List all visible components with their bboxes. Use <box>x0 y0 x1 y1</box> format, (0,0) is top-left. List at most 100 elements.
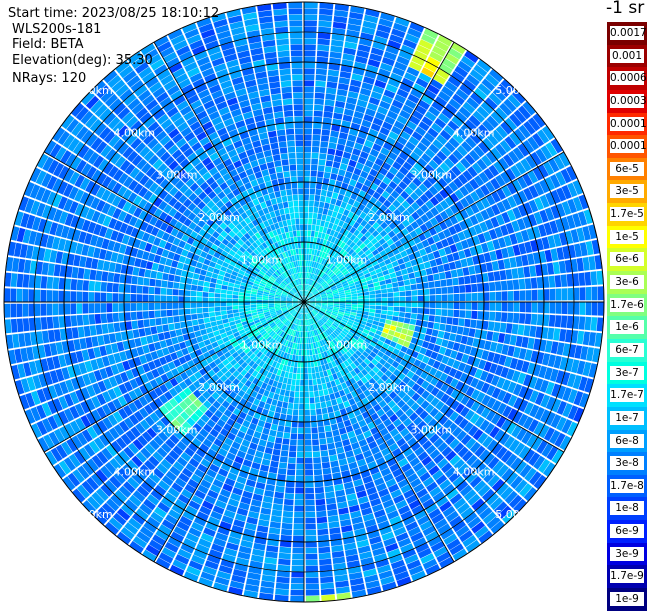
data-cell <box>285 493 294 499</box>
data-cell <box>293 410 299 416</box>
data-cell <box>193 325 200 331</box>
data-cell <box>287 409 293 415</box>
data-cell <box>336 144 344 151</box>
data-cell <box>317 171 324 177</box>
data-cell <box>305 398 310 404</box>
data-cell <box>314 231 318 237</box>
data-cell <box>292 566 304 572</box>
data-cell <box>555 275 562 287</box>
data-cell <box>191 308 197 314</box>
data-cell <box>296 470 304 476</box>
data-cell <box>304 62 315 68</box>
data-cell <box>277 425 284 432</box>
data-cell <box>492 332 499 342</box>
data-cell <box>340 304 346 306</box>
data-cell <box>410 278 417 284</box>
data-cell <box>315 487 324 493</box>
data-cell <box>266 441 274 448</box>
data-cell <box>260 587 274 594</box>
data-cell <box>209 288 215 293</box>
data-cell <box>296 482 305 488</box>
data-cell <box>333 162 341 169</box>
data-cell <box>206 271 213 277</box>
data-cell <box>312 147 319 153</box>
data-cell <box>331 545 343 552</box>
data-cell <box>227 310 233 314</box>
data-cell <box>337 453 345 460</box>
data-cell <box>433 323 440 330</box>
data-cell <box>238 302 244 305</box>
data-cell <box>333 405 340 412</box>
data-cell <box>400 297 406 302</box>
data-cell <box>512 324 519 334</box>
data-cell <box>279 462 287 469</box>
data-cell <box>161 280 167 287</box>
data-cell <box>149 287 155 294</box>
data-cell <box>275 486 284 493</box>
data-cell <box>197 313 203 319</box>
data-cell <box>416 320 422 326</box>
data-cell <box>586 287 592 300</box>
data-cell <box>215 289 221 294</box>
data-cell <box>261 581 275 588</box>
data-cell <box>327 504 337 511</box>
data-cell <box>589 256 596 270</box>
data-cell <box>113 273 120 282</box>
data-cell <box>227 290 233 294</box>
data-cell <box>100 293 106 302</box>
data-cell <box>239 289 245 293</box>
data-cell <box>476 320 483 329</box>
data-cell <box>271 455 279 462</box>
data-cell <box>282 523 293 529</box>
data-cell <box>167 310 173 317</box>
data-cell <box>10 304 16 318</box>
data-cell <box>446 279 453 286</box>
data-cell <box>309 380 313 386</box>
data-cell <box>286 384 291 390</box>
data-cell <box>212 326 219 332</box>
data-cell <box>173 282 179 289</box>
data-cell <box>338 403 345 410</box>
data-cell <box>304 332 306 338</box>
data-cell <box>417 283 423 289</box>
data-cell <box>52 290 58 302</box>
data-cell <box>340 298 346 300</box>
data-cell <box>298 356 301 362</box>
data-cell <box>394 297 400 301</box>
data-cell <box>332 192 338 199</box>
data-cell <box>326 437 334 444</box>
data-cell <box>245 293 251 296</box>
data-cell <box>398 281 404 287</box>
data-cell <box>161 317 167 324</box>
data-cell <box>429 309 435 315</box>
data-cell <box>408 273 415 279</box>
data-cell <box>262 428 270 435</box>
data-cell <box>11 273 18 287</box>
data-cell <box>304 104 313 110</box>
data-cell <box>283 511 293 517</box>
data-cell <box>18 259 25 273</box>
data-cell <box>307 350 310 356</box>
data-cell <box>282 438 289 444</box>
data-cell <box>274 443 282 450</box>
data-cell <box>233 306 239 310</box>
data-cell <box>177 262 184 269</box>
data-cell <box>455 334 462 342</box>
data-cell <box>312 373 316 379</box>
data-cell <box>561 316 567 328</box>
data-cell <box>494 322 501 332</box>
data-cell <box>550 302 556 314</box>
data-cell <box>329 393 335 400</box>
data-cell <box>460 294 466 302</box>
data-cell <box>291 433 298 439</box>
data-cell <box>568 302 574 314</box>
data-cell <box>304 200 309 206</box>
data-cell <box>436 295 442 301</box>
data-cell <box>142 303 148 311</box>
data-cell <box>196 262 203 269</box>
data-cell <box>417 290 423 296</box>
data-cell <box>358 305 364 308</box>
data-cell <box>529 266 536 277</box>
data-cell <box>380 314 386 319</box>
